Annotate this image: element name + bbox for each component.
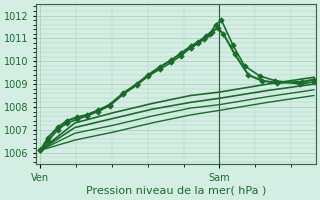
X-axis label: Pression niveau de la mer( hPa ): Pression niveau de la mer( hPa )	[86, 186, 266, 196]
